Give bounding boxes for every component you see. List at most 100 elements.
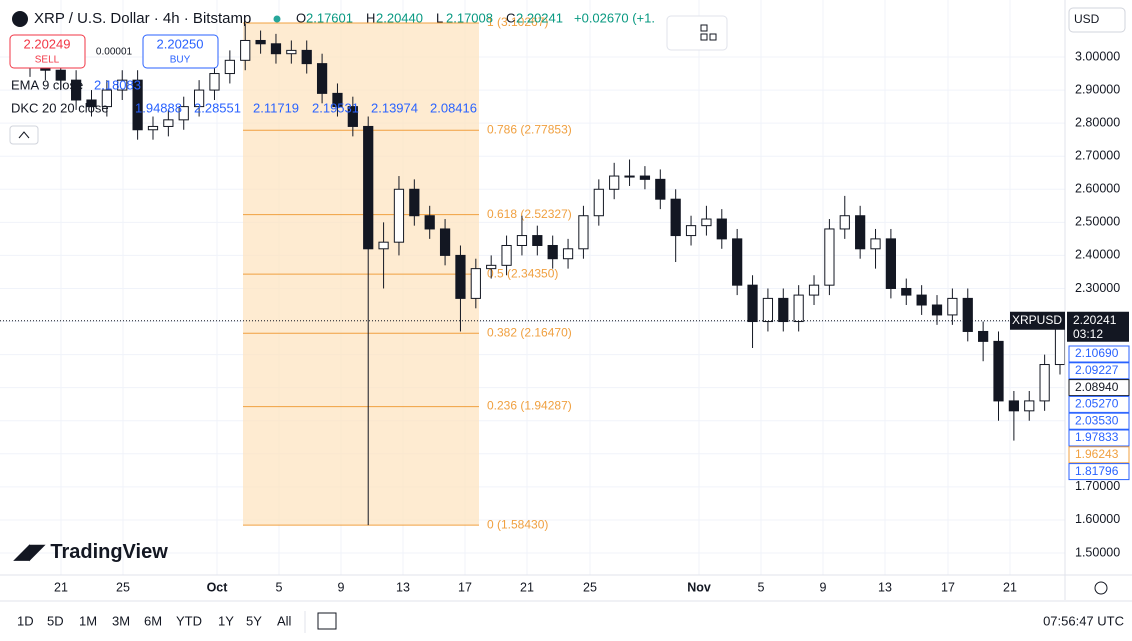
indicator-tag-box bbox=[1068, 463, 1130, 481]
indicator-value: 2.18083 bbox=[94, 77, 141, 92]
floating-toolbar[interactable] bbox=[666, 15, 728, 51]
candle-body bbox=[747, 284, 758, 323]
settings-icon[interactable] bbox=[1094, 581, 1108, 595]
candle-body bbox=[885, 238, 897, 289]
indicator-tag-box bbox=[1068, 379, 1130, 397]
candle-body bbox=[670, 198, 681, 237]
change: +0.02670 (+1. bbox=[574, 10, 655, 25]
x-tick-label: 5 bbox=[276, 580, 283, 594]
candle-body bbox=[363, 125, 374, 250]
candle-body bbox=[71, 79, 82, 101]
currency-select[interactable] bbox=[1068, 7, 1126, 33]
ohlc-value: 2.17601 bbox=[306, 10, 353, 25]
symbol-icon bbox=[12, 11, 28, 27]
indicator-value: 2.13974 bbox=[371, 100, 418, 115]
ohlc-label: H bbox=[366, 10, 375, 25]
indicator-tag: 1.97833 bbox=[1075, 430, 1119, 444]
x-tick-label: 13 bbox=[878, 580, 892, 594]
candle-body bbox=[516, 235, 528, 246]
candle-body bbox=[778, 297, 789, 323]
indicator-tag-box bbox=[1068, 446, 1130, 464]
candle-body bbox=[808, 284, 820, 296]
candle-body bbox=[132, 79, 143, 131]
sell-button[interactable] bbox=[9, 34, 86, 69]
candle-body bbox=[393, 188, 405, 243]
countdown: 03:12 bbox=[1073, 327, 1103, 341]
fib-label: 0 (1.58430) bbox=[487, 517, 548, 531]
candle-body bbox=[624, 175, 635, 178]
collapse-icon bbox=[18, 131, 30, 139]
widget-icon bbox=[700, 33, 708, 41]
candle-body bbox=[101, 89, 112, 108]
candle-body bbox=[716, 218, 727, 240]
currency: USD bbox=[1074, 12, 1100, 26]
indicator-tag: 1.96243 bbox=[1075, 447, 1119, 461]
range-button[interactable]: 5Y bbox=[246, 613, 262, 628]
x-tick-label: 21 bbox=[1003, 580, 1017, 594]
x-tick-label: Oct bbox=[207, 580, 229, 594]
candle-body bbox=[824, 228, 835, 286]
y-tick-label: 2.30000 bbox=[1075, 281, 1120, 295]
candle-body bbox=[286, 49, 297, 55]
fib-label: 0.382 (2.16470) bbox=[487, 325, 572, 339]
symbol-tag: XRPUSD bbox=[1012, 313, 1062, 327]
brand-name: TradingView bbox=[50, 541, 168, 563]
brand-logo: ◢◤ TradingView bbox=[13, 541, 168, 563]
date-range-icon[interactable] bbox=[317, 612, 337, 630]
x-tick-label: 5 bbox=[758, 580, 765, 594]
candle-body bbox=[547, 244, 558, 260]
market-status bbox=[273, 15, 281, 23]
x-tick-label: 25 bbox=[583, 580, 597, 594]
indicator-tag: 2.03530 bbox=[1075, 413, 1119, 427]
candle-body bbox=[486, 264, 497, 270]
collapse-button[interactable] bbox=[9, 125, 39, 145]
range-button[interactable]: 3M bbox=[112, 613, 130, 628]
candle-body bbox=[870, 238, 881, 250]
range-button[interactable]: 1M bbox=[79, 613, 97, 628]
candle-body bbox=[1008, 400, 1019, 412]
candle-body bbox=[332, 92, 343, 108]
y-tick-label: 2.80000 bbox=[1075, 115, 1120, 129]
x-tick-label: 25 bbox=[116, 580, 130, 594]
candle-body bbox=[163, 119, 174, 127]
indicator-value: 2.08416 bbox=[430, 100, 477, 115]
x-tick-label: 21 bbox=[520, 580, 534, 594]
ohlc-label: L bbox=[436, 10, 443, 25]
y-tick-label: 2.50000 bbox=[1075, 215, 1120, 229]
symbol-title[interactable]: XRP / U.S. Dollar · 4h · Bitstamp bbox=[34, 10, 251, 27]
y-tick-label: 2.90000 bbox=[1075, 82, 1120, 96]
x-tick-label: 9 bbox=[820, 580, 827, 594]
fib-label: 0.236 (1.94287) bbox=[487, 399, 572, 413]
candle-body bbox=[178, 106, 189, 121]
candle-body bbox=[701, 218, 712, 227]
range-button[interactable]: 5D bbox=[47, 613, 64, 628]
range-button[interactable]: YTD bbox=[176, 613, 202, 628]
widget-icon bbox=[700, 24, 708, 32]
indicator-tag: 2.10690 bbox=[1075, 346, 1119, 360]
candle-body bbox=[86, 99, 97, 108]
candle-body bbox=[347, 106, 358, 127]
candle-body bbox=[609, 175, 620, 190]
x-tick-label: Nov bbox=[687, 580, 711, 594]
candle-body bbox=[270, 43, 282, 55]
candle-body bbox=[685, 225, 697, 237]
y-tick-label: 1.70000 bbox=[1075, 479, 1120, 493]
symbol-tag-box bbox=[1010, 311, 1065, 330]
indicator-tag-box bbox=[1068, 429, 1130, 447]
indicator-tag: 2.08940 bbox=[1075, 380, 1119, 394]
y-tick-label: 1.60000 bbox=[1075, 512, 1120, 526]
range-button[interactable]: 1D bbox=[17, 613, 34, 628]
buy-button[interactable] bbox=[142, 34, 219, 69]
y-tick-label: 1.50000 bbox=[1075, 545, 1120, 559]
range-button[interactable]: 1Y bbox=[218, 613, 234, 628]
indicator-value: 2.19531 bbox=[312, 100, 359, 115]
ohlc-value: 2.20440 bbox=[376, 10, 423, 25]
range-button[interactable]: 6M bbox=[144, 613, 162, 628]
fib-label: 0.5 (2.34350) bbox=[487, 266, 558, 280]
widget-icon bbox=[709, 33, 717, 41]
range-button[interactable]: All bbox=[277, 613, 292, 628]
ohlc-value: 2.17008 bbox=[446, 10, 493, 25]
candle-body bbox=[947, 297, 958, 316]
ohlc-label: O bbox=[296, 10, 306, 25]
